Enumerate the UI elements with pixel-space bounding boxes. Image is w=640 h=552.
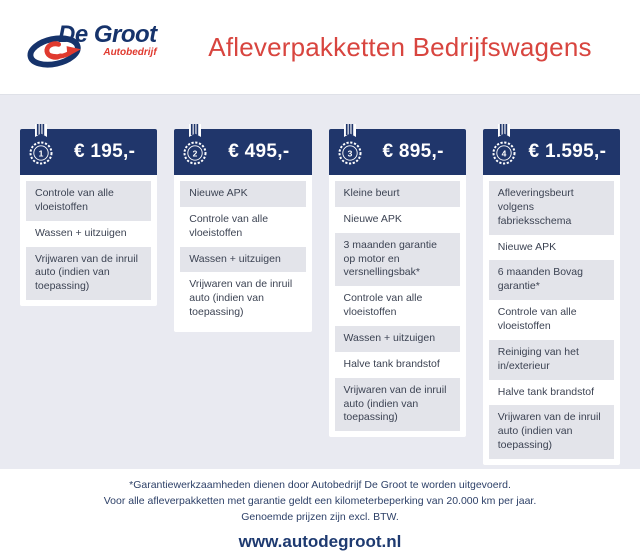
medal-icon: 4 bbox=[492, 124, 516, 165]
package-price: € 895,- bbox=[382, 141, 444, 162]
package-item: Vrijwaren van de inruil auto (indien van… bbox=[334, 377, 460, 432]
package-item: Halve tank brandstof bbox=[497, 385, 595, 398]
package-header-2: 2 € 495,- bbox=[174, 124, 312, 175]
page-title: Afleverpakketten Bedrijfswagens bbox=[208, 31, 592, 62]
package-item: 3 maanden garantie op motor en versnelli… bbox=[334, 232, 460, 287]
company-logo: De Groot Autobedrijf bbox=[22, 20, 174, 71]
package-item: Wassen + uitzuigen bbox=[334, 326, 460, 352]
footnote-line: Voor alle afleverpakketten met garantie … bbox=[103, 494, 537, 507]
medal-number: 2 bbox=[193, 148, 198, 158]
footnotes: *Garantiewerkzaamheden dienen door Autob… bbox=[0, 478, 640, 525]
package-item: Vrijwaren van de inruil auto (indien van… bbox=[26, 246, 152, 301]
package-items: Kleine beurt Nieuwe APK 3 maanden garant… bbox=[329, 175, 466, 437]
package-item: Controle van alle vloeistoffen bbox=[343, 292, 423, 319]
package-header-4: 4 € 1.595,- bbox=[482, 124, 620, 175]
medal-icon: 2 bbox=[183, 124, 207, 165]
package-price: € 495,- bbox=[228, 141, 290, 162]
package-item: Kleine beurt bbox=[334, 181, 460, 207]
footnote-line: *Garantiewerkzaamheden dienen door Autob… bbox=[129, 479, 511, 492]
package-item: Wassen + uitzuigen bbox=[180, 246, 306, 273]
logo-text: De Groot Autobedrijf bbox=[58, 20, 157, 58]
package-price: € 195,- bbox=[73, 141, 136, 162]
package-item: Wassen + uitzuigen bbox=[35, 226, 127, 239]
top-header: De Groot Autobedrijf Afleverpakketten Be… bbox=[0, 0, 640, 95]
package-items: Controle van alle vloeistoffen Wassen + … bbox=[20, 175, 157, 306]
medal-number: 4 bbox=[501, 148, 506, 158]
package-item: Nieuwe APK bbox=[180, 181, 306, 207]
package-items: Nieuwe APK Controle van alle vloeistoffe… bbox=[174, 175, 311, 332]
logo-swoosh-icon bbox=[27, 35, 81, 68]
website-link[interactable]: www.autodegroot.nl bbox=[238, 532, 402, 552]
medal-icon: 1 bbox=[29, 124, 53, 165]
package-card-4: 4 € 1.595,- Afleveringsbeurt volgens fab… bbox=[482, 124, 620, 466]
medal-icon: 3 bbox=[338, 124, 361, 165]
medal-number: 1 bbox=[39, 148, 44, 158]
bottom-margin bbox=[0, 469, 640, 480]
package-item: Controle van alle vloeistoffen bbox=[189, 212, 269, 239]
package-items: Afleveringsbeurt volgens fabrieksschema … bbox=[483, 175, 620, 465]
medal-number: 3 bbox=[347, 148, 352, 158]
package-item: Halve tank brandstof bbox=[343, 357, 440, 370]
logo-subtitle: Autobedrijf bbox=[103, 46, 157, 58]
package-header-3: 3 € 895,- bbox=[328, 124, 466, 175]
package-item: Nieuwe APK bbox=[343, 212, 402, 225]
footnote-line: Genoemde prijzen zijn excl. BTW. bbox=[241, 510, 399, 523]
package-card-3: 3 € 895,- Kleine beurt Nieuwe APK 3 maan… bbox=[328, 124, 466, 438]
package-item: Controle van alle vloeistoffen bbox=[26, 181, 152, 221]
package-item: 6 maanden Bovag garantie* bbox=[488, 260, 614, 301]
main-content: 1 € 195,- Controle van alle vloeistoffen… bbox=[0, 95, 640, 551]
package-item: Controle van alle vloeistoffen bbox=[497, 306, 577, 333]
package-header-1: 1 € 195,- bbox=[20, 124, 158, 175]
package-item: Nieuwe APK bbox=[497, 240, 557, 253]
package-item: Vrijwaren van de inruil auto (indien van… bbox=[189, 278, 293, 319]
package-columns: 1 € 195,- Controle van alle vloeistoffen… bbox=[0, 95, 640, 466]
package-card-1: 1 € 195,- Controle van alle vloeistoffen… bbox=[20, 124, 158, 307]
package-item: Reiniging van het in/exterieur bbox=[488, 339, 614, 380]
package-item: Afleveringsbeurt volgens fabrieksschema bbox=[488, 181, 614, 235]
logo-name: De Groot bbox=[58, 20, 157, 48]
package-card-2: 2 € 495,- Nieuwe APK Controle van alle v… bbox=[174, 124, 312, 333]
package-item: Vrijwaren van de inruil auto (indien van… bbox=[488, 405, 614, 460]
package-price: € 1.595,- bbox=[528, 141, 607, 162]
